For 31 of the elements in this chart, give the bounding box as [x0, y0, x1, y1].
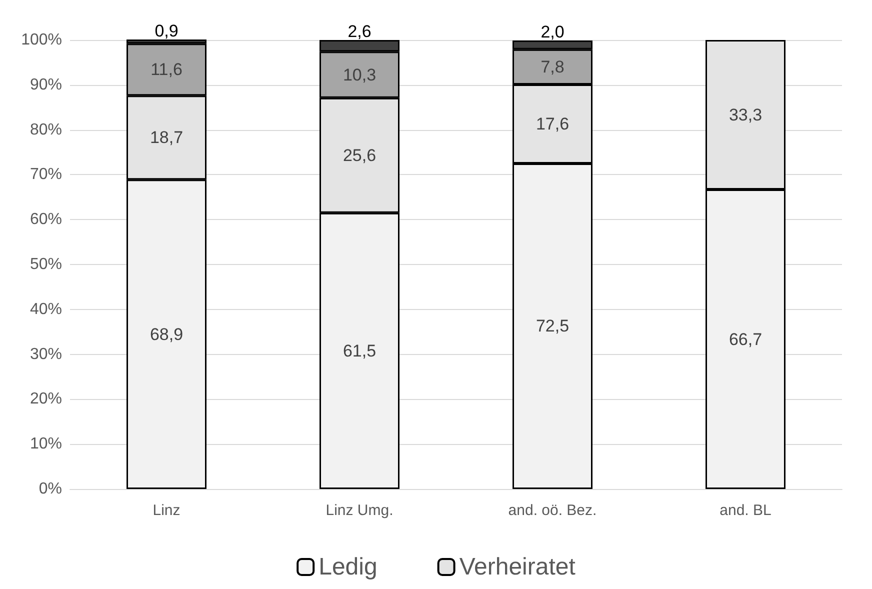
y-tick-label: 20% [30, 390, 62, 408]
y-tick-label: 10% [30, 436, 62, 453]
data-label: 11,6 [150, 60, 182, 80]
legend-label: Verheiratet [459, 554, 576, 580]
data-label: 17,6 [536, 114, 570, 134]
data-label: 18,7 [150, 128, 184, 148]
data-label: 66,7 [728, 330, 762, 349]
y-tick-label: 60% [30, 211, 62, 228]
y-tick-label: 30% [30, 346, 62, 363]
data-label: 2,0 [540, 22, 564, 42]
data-label: 0,9 [154, 22, 178, 41]
x-tick-label: and. BL [720, 502, 772, 519]
x-tick-label: Linz [152, 502, 180, 519]
data-label: 61,5 [342, 341, 376, 360]
y-tick-label: 40% [30, 300, 62, 318]
y-tick-label: 90% [30, 76, 62, 94]
data-label: 2,6 [348, 22, 372, 41]
data-label: 68,9 [150, 324, 184, 344]
data-label: 72,5 [536, 316, 570, 336]
data-label: 10,3 [342, 65, 376, 84]
y-tick-label: 70% [30, 166, 62, 184]
y-tick-label: 80% [30, 121, 62, 138]
data-label: 33,3 [728, 105, 762, 124]
x-tick-label: and. oö. Bez. [508, 502, 597, 519]
data-label: 7,8 [540, 57, 564, 76]
y-tick-label: 0% [38, 480, 62, 498]
y-tick-label: 100% [21, 32, 62, 48]
legend-label: Ledig [318, 554, 378, 580]
data-label: 25,6 [342, 146, 376, 165]
x-tick-label: Linz Umg. [326, 502, 394, 519]
y-tick-label: 50% [30, 256, 62, 273]
